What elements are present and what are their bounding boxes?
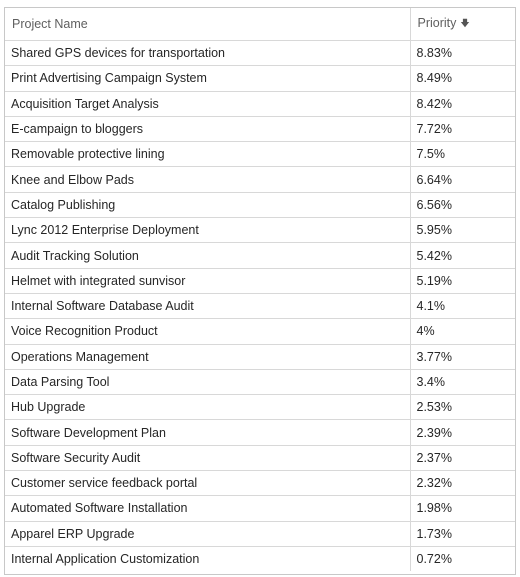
project-name-cell[interactable]: Audit Tracking Solution (5, 242, 411, 269)
priority-cell: 5.19% (410, 267, 515, 294)
priority-cell: 5.95% (410, 217, 515, 243)
column-header-label: Project Name (12, 17, 88, 31)
table-row[interactable]: Customer service feedback portal 2.32% (5, 470, 515, 496)
project-name-cell[interactable]: Data Parsing Tool (5, 368, 411, 395)
table-row[interactable]: Catalog Publishing 6.56% (5, 191, 515, 218)
column-header-label: Priority (417, 16, 457, 30)
priority-cell: 2.32% (410, 470, 515, 496)
priority-cell: 2.37% (410, 444, 515, 471)
arrow-down-icon: 🡇 (460, 18, 470, 28)
table-row[interactable]: Internal Software Database Audit 4.1% (5, 292, 515, 319)
priority-cell: 8.49% (410, 65, 515, 92)
project-name-cell[interactable]: Shared GPS devices for transportation (5, 39, 411, 66)
table-row[interactable]: Removable protective lining 7.5% (5, 141, 515, 167)
project-name-cell[interactable]: Customer service feedback portal (5, 470, 411, 496)
table-row[interactable]: Hub Upgrade 2.53% (5, 394, 515, 420)
project-name-cell[interactable]: Internal Application Customization (5, 545, 411, 572)
priority-cell: 2.53% (410, 394, 515, 420)
project-priority-grid: Project Name Priority 🡇 Shared GPS device… (4, 7, 516, 575)
project-name-cell[interactable]: Acquisition Target Analysis (5, 90, 411, 117)
table-row[interactable]: Acquisition Target Analysis 8.42% (5, 90, 515, 117)
project-name-cell[interactable]: Helmet with integrated sunvisor (5, 267, 411, 294)
priority-cell: 3.77% (410, 343, 515, 370)
project-name-cell[interactable]: Voice Recognition Product (5, 318, 411, 345)
table-row[interactable]: Automated Software Installation 1.98% (5, 495, 515, 522)
project-name-cell[interactable]: Automated Software Installation (5, 495, 411, 522)
project-name-cell[interactable]: Software Security Audit (5, 444, 411, 471)
priority-cell: 8.83% (410, 39, 515, 66)
priority-cell: 7.5% (410, 141, 515, 167)
priority-cell: 8.42% (410, 90, 515, 117)
project-name-cell[interactable]: Apparel ERP Upgrade (5, 520, 411, 547)
table-row[interactable]: Knee and Elbow Pads 6.64% (5, 166, 515, 193)
table-row[interactable]: Shared GPS devices for transportation 8.8… (5, 39, 515, 66)
project-name-cell[interactable]: Hub Upgrade (5, 394, 411, 420)
table-row[interactable]: Data Parsing Tool 3.4% (5, 368, 515, 395)
project-name-cell[interactable]: Removable protective lining (5, 141, 411, 167)
project-name-cell[interactable]: Operations Management (5, 343, 411, 370)
table-row[interactable]: Voice Recognition Product 4% (5, 318, 515, 345)
table-row[interactable]: Print Advertising Campaign System 8.49% (5, 65, 515, 92)
header-row: Project Name Priority 🡇 (5, 8, 515, 41)
project-name-cell[interactable]: Internal Software Database Audit (5, 292, 411, 319)
column-header-project-name[interactable]: Project Name (5, 8, 411, 41)
table-row[interactable]: Audit Tracking Solution 5.42% (5, 242, 515, 269)
priority-cell: 6.64% (410, 166, 515, 193)
priority-cell: 1.98% (410, 495, 515, 522)
column-header-priority[interactable]: Priority 🡇 (410, 8, 515, 41)
table-row[interactable]: Helmet with integrated sunvisor 5.19% (5, 267, 515, 294)
table-row[interactable]: Lync 2012 Enterprise Deployment 5.95% (5, 217, 515, 243)
project-name-cell[interactable]: Print Advertising Campaign System (5, 65, 411, 92)
priority-cell: 3.4% (410, 368, 515, 395)
table-row[interactable]: Operations Management 3.77% (5, 343, 515, 370)
project-name-cell[interactable]: E-campaign to bloggers (5, 115, 411, 142)
table-row[interactable]: Software Development Plan 2.39% (5, 419, 515, 446)
priority-cell: 7.72% (410, 115, 515, 142)
priority-cell: 4% (410, 318, 515, 345)
priority-cell: 1.73% (410, 520, 515, 547)
project-name-cell[interactable]: Lync 2012 Enterprise Deployment (5, 217, 411, 243)
table-row[interactable]: Internal Application Customization 0.72% (5, 545, 515, 572)
table-row[interactable]: Software Security Audit 2.37% (5, 444, 515, 471)
priority-cell: 2.39% (410, 419, 515, 446)
project-name-cell[interactable]: Catalog Publishing (5, 191, 411, 218)
priority-cell: 5.42% (410, 242, 515, 269)
project-table: Project Name Priority 🡇 Shared GPS device… (5, 8, 515, 572)
priority-cell: 0.72% (410, 545, 515, 572)
priority-cell: 4.1% (410, 292, 515, 319)
table-row[interactable]: Apparel ERP Upgrade 1.73% (5, 520, 515, 547)
priority-cell: 6.56% (410, 191, 515, 218)
project-name-cell[interactable]: Knee and Elbow Pads (5, 166, 411, 193)
table-row[interactable]: E-campaign to bloggers 7.72% (5, 115, 515, 142)
project-name-cell[interactable]: Software Development Plan (5, 419, 411, 446)
